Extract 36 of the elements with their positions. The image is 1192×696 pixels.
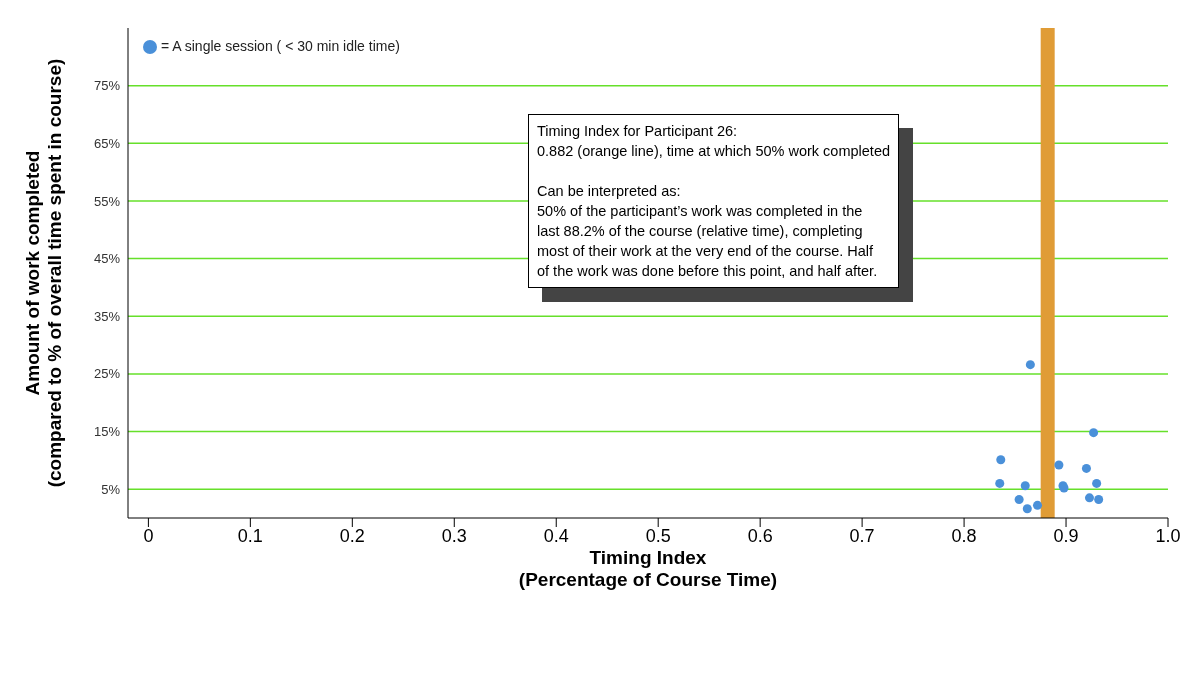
text: Timing Index for Participant 26: 0.882 (orange line), time at which 50% work completed Can be interpreted as: 50% of the participant’s work was completed in the last 88.2% of the course (relative time), completing most of their work at the very end of the course. Half of the work was done before this point, and half after. <box>537 123 891 279</box>
point <box>1025 360 1035 370</box>
x-tick-label: 0 <box>143 525 154 546</box>
point <box>1094 495 1104 505</box>
x-tick-label: 0.5 <box>645 525 671 546</box>
point <box>1084 493 1094 503</box>
point <box>995 478 1005 488</box>
point <box>1081 463 1091 473</box>
y-tick-label: 5% <box>101 481 121 497</box>
x-tick-label: 0.6 <box>747 525 773 546</box>
y-tick-label: 75% <box>93 78 121 94</box>
x-tick-label: 0.3 <box>441 525 467 546</box>
point <box>1089 428 1099 438</box>
x-tick-label: 0.9 <box>1053 525 1079 546</box>
point <box>1014 495 1024 505</box>
point <box>1022 504 1032 514</box>
y-tick-label: 35% <box>93 308 121 324</box>
x-tick-label: 0.1 <box>237 525 263 546</box>
x-tick-label: 0.7 <box>849 525 875 546</box>
point <box>1092 478 1102 488</box>
point <box>1032 500 1042 510</box>
y-tick-label: 65% <box>93 135 121 151</box>
point <box>1020 481 1030 491</box>
x-tick-label: 0.8 <box>951 525 977 546</box>
x-axis-title: Timing Index (Percentage of Course Time) <box>518 547 778 590</box>
y-tick-label: 45% <box>93 251 121 267</box>
x-tick-label: 0.2 <box>339 525 365 546</box>
point <box>996 455 1006 465</box>
y-tick-label: 25% <box>93 366 121 382</box>
x-tick-label: 1.0 <box>1155 525 1181 546</box>
y-tick-label: 15% <box>93 424 121 440</box>
y-axis-title: Amount of work completed (compared to % of overall time spent in course) <box>22 58 65 488</box>
point <box>1054 460 1064 470</box>
y-tick-label: 55% <box>93 193 121 209</box>
legend-label: = A single session ( < 30 min idle time) <box>161 38 400 54</box>
x-tick-label: 0.4 <box>543 525 569 546</box>
